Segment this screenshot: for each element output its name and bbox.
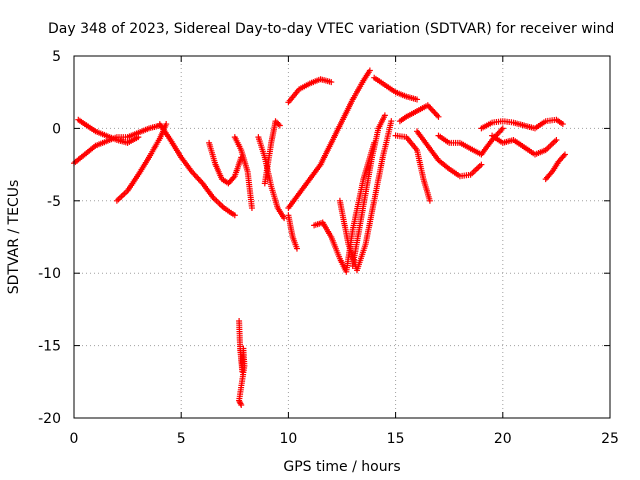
data-point-marks — [336, 118, 395, 274]
plot-frame — [73, 55, 611, 419]
series-late-arc-C — [542, 151, 568, 183]
series-arc-16-19h — [414, 128, 485, 180]
series-arc-10-10.5h — [285, 212, 300, 252]
x-axis-label: GPS time / hours — [283, 459, 400, 475]
data-point-marks — [435, 125, 506, 158]
series-early-arc-B — [75, 116, 142, 146]
data-point-marks — [414, 128, 485, 180]
y-tick-label: 0 — [52, 121, 61, 137]
data-point-marks — [231, 134, 255, 212]
y-tick-label: -5 — [47, 194, 61, 210]
y-tick-label: -20 — [38, 411, 61, 427]
data-point-marks — [285, 76, 335, 106]
data-point-marks — [478, 116, 566, 132]
data-point-marks — [75, 116, 142, 146]
chart-title: Day 348 of 2023, Sidereal Day-to-day VTE… — [48, 21, 614, 37]
data-point-marks — [396, 102, 442, 125]
series-arc-17-20h — [435, 125, 506, 158]
x-tick-label: 15 — [387, 431, 405, 447]
data-point-marks — [261, 118, 283, 187]
series-big-rise-A — [285, 67, 373, 211]
y-tick-label: 5 — [52, 49, 61, 65]
grid-lines — [74, 56, 610, 418]
series-arc-6-7h — [206, 139, 245, 187]
series-late-arc-B — [489, 132, 560, 158]
data-point-marks — [349, 112, 388, 269]
y-tick-label: -10 — [38, 266, 61, 282]
x-tick-label: 10 — [279, 431, 297, 447]
data-point-marks — [489, 132, 560, 158]
data-point-marks — [542, 151, 568, 183]
series-rise-9-10h — [261, 118, 283, 187]
x-tick-label: 5 — [177, 431, 186, 447]
data-point-marks — [392, 132, 433, 204]
x-axis-ticks: 0 5 10 15 20 25 — [70, 56, 619, 447]
series-dip-arc-C — [349, 112, 388, 269]
data-point-marks — [285, 67, 373, 211]
x-tick-label: 20 — [494, 431, 512, 447]
series-arc-10-12h-top — [285, 76, 335, 106]
series-outliers — [236, 318, 248, 408]
x-tick-label: 0 — [70, 431, 79, 447]
y-axis-label: SDTVAR / TECUs — [6, 180, 22, 295]
y-axis-ticks: 5 0 -5 -10 -15 -20 — [38, 49, 610, 427]
series-decline-arc — [156, 121, 238, 219]
series-arc-15.5-17h — [396, 102, 442, 125]
data-point-marks — [371, 74, 421, 103]
x-tick-label: 25 — [601, 431, 619, 447]
data-points — [71, 67, 568, 408]
series-arc-15-16.5h — [392, 132, 433, 204]
series-arc-7-8h — [231, 134, 255, 212]
y-tick-label: -15 — [38, 339, 61, 355]
series-arc-14-16h — [371, 74, 421, 103]
data-point-marks — [206, 139, 245, 187]
series-late-arc-A — [478, 116, 566, 132]
data-point-marks — [285, 212, 300, 252]
series-dip-arc-B — [336, 118, 395, 274]
data-point-marks — [236, 318, 248, 408]
data-point-marks — [156, 121, 238, 219]
